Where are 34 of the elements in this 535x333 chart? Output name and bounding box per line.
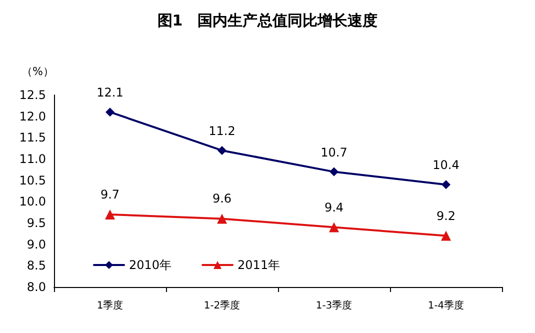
point bbox=[442, 180, 450, 190]
point bbox=[217, 214, 227, 224]
y-tick-label: 9.5 bbox=[26, 216, 46, 230]
y-tick-label: 10.0 bbox=[19, 194, 46, 209]
point bbox=[106, 108, 114, 117]
point bbox=[330, 167, 338, 176]
x-tick-label: 1季度 bbox=[96, 300, 124, 312]
data-label: 9.2 bbox=[436, 208, 456, 223]
data-label: 10.4 bbox=[432, 158, 460, 172]
chart-title: 图1 国内生产总值同比增长速度 bbox=[157, 12, 378, 30]
y-tick-label: 8.0 bbox=[26, 280, 46, 294]
point bbox=[329, 222, 339, 232]
point bbox=[105, 209, 115, 220]
data-label: 9.7 bbox=[100, 187, 120, 202]
y-tick-label: 11.5 bbox=[19, 130, 46, 145]
data-label: 10.7 bbox=[320, 145, 348, 160]
x-tick-label: 1-4季度 bbox=[428, 300, 464, 312]
data-label: 11.2 bbox=[208, 124, 236, 138]
y-tick-label: 8.5 bbox=[26, 258, 46, 273]
y-tick-label: 9.0 bbox=[26, 237, 46, 252]
x-tick-label: 1-2季度 bbox=[204, 300, 240, 312]
legend-label: 2011年 bbox=[238, 258, 280, 272]
point bbox=[441, 230, 451, 241]
point bbox=[218, 146, 226, 155]
data-label: 9.6 bbox=[212, 192, 232, 206]
y-axis-title: （%） bbox=[22, 65, 54, 78]
data-label: 9.4 bbox=[324, 200, 344, 214]
y-tick-label: 11.0 bbox=[19, 152, 46, 166]
data-label: 12.1 bbox=[96, 86, 124, 100]
x-tick-label: 1-3季度 bbox=[316, 300, 352, 312]
y-tick-label: 10.5 bbox=[19, 173, 46, 188]
y-tick-label: 12.5 bbox=[19, 88, 46, 102]
legend-label: 2010年 bbox=[129, 258, 172, 272]
y-tick-label: 12.0 bbox=[19, 109, 46, 124]
